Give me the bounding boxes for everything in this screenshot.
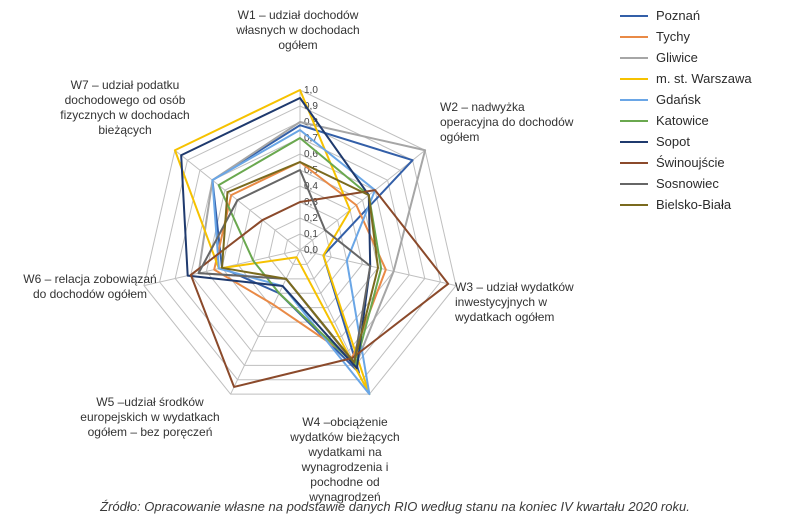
radar-chart-container: 0,00,10,20,30,40,50,60,70,80,91,0 W1 – u… — [0, 0, 790, 524]
legend-item-3: m. st. Warszawa — [620, 71, 780, 86]
legend-item-8: Sosnowiec — [620, 176, 780, 191]
legend-swatch — [620, 162, 648, 164]
legend-label: Tychy — [656, 29, 690, 44]
legend-label: Sopot — [656, 134, 690, 149]
legend-swatch — [620, 78, 648, 80]
legend-item-7: Świnoujście — [620, 155, 780, 170]
legend-swatch — [620, 204, 648, 206]
legend-label: m. st. Warszawa — [656, 71, 752, 86]
legend-label: Katowice — [656, 113, 709, 128]
svg-text:0,0: 0,0 — [304, 245, 318, 256]
legend-swatch — [620, 99, 648, 101]
legend-item-0: Poznań — [620, 8, 780, 23]
svg-text:0,1: 0,1 — [304, 229, 318, 240]
legend-item-9: Bielsko-Biała — [620, 197, 780, 212]
legend-item-5: Katowice — [620, 113, 780, 128]
legend-swatch — [620, 141, 648, 143]
legend-item-1: Tychy — [620, 29, 780, 44]
legend-label: Sosnowiec — [656, 176, 719, 191]
legend-item-6: Sopot — [620, 134, 780, 149]
legend-swatch — [620, 120, 648, 122]
legend-label: Poznań — [656, 8, 700, 23]
legend-label: Bielsko-Biała — [656, 197, 731, 212]
source-credit: Źródło: Opracowanie własne na podstawie … — [0, 499, 790, 514]
legend-label: Gdańsk — [656, 92, 701, 107]
svg-text:0,2: 0,2 — [304, 213, 318, 224]
legend-swatch — [620, 36, 648, 38]
legend: Poznań Tychy Gliwice m. st. Warszawa Gdańsk K… — [620, 8, 780, 218]
legend-label: Świnoujście — [656, 155, 725, 170]
svg-text:1,0: 1,0 — [304, 85, 318, 96]
legend-swatch — [620, 183, 648, 185]
legend-swatch — [620, 15, 648, 17]
legend-item-4: Gdańsk — [620, 92, 780, 107]
legend-swatch — [620, 57, 648, 59]
legend-label: Gliwice — [656, 50, 698, 65]
series-7 — [191, 190, 448, 387]
legend-item-2: Gliwice — [620, 50, 780, 65]
